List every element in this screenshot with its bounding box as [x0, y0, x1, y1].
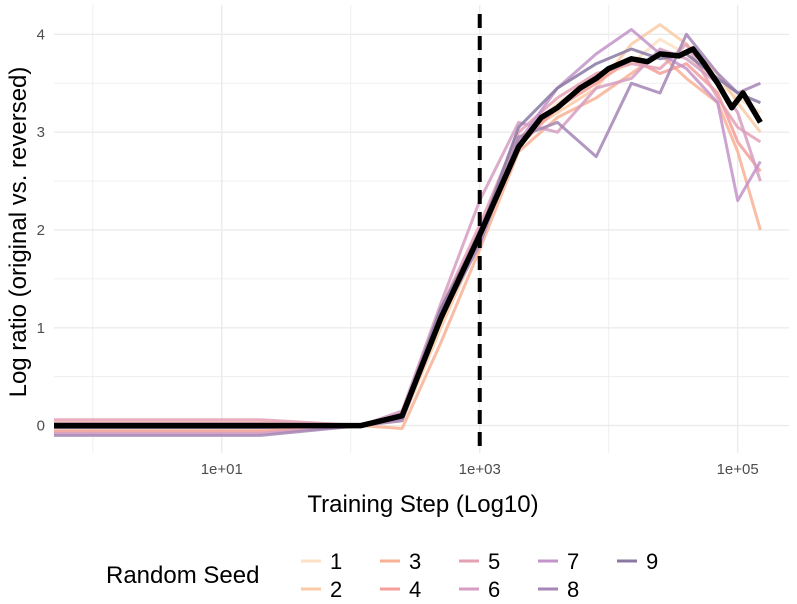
x-axis-title: Training Step (Log10)	[307, 491, 538, 518]
y-tick-label: 0	[37, 418, 45, 435]
mean-line-layer	[54, 46, 763, 429]
y-tick-label: 3	[37, 124, 45, 141]
legend: Random Seed 1 2 3 4 5 6 7 8 9	[106, 549, 658, 602]
x-tick-label: 1e+05	[717, 461, 759, 478]
y-tick-label: 1	[37, 320, 45, 337]
series-line-seed-5	[54, 42, 762, 428]
series-line-seed-2	[54, 23, 762, 431]
legend-label-seed-4: 4	[409, 577, 421, 602]
legend-label-seed-8: 8	[567, 577, 579, 602]
series-line-seed-8	[54, 32, 761, 437]
series-line-seed-4	[54, 57, 762, 433]
legend-label-seed-5: 5	[488, 549, 500, 574]
legend-label-seed-6: 6	[488, 577, 500, 602]
series-line-seed-3	[54, 52, 762, 430]
series-line-seed-1	[54, 37, 762, 428]
legend-label-seed-1: 1	[330, 549, 342, 574]
series-line-seed-7	[54, 28, 762, 428]
y-axis-title: Log ratio (original vs. reversed)	[5, 67, 32, 398]
legend-items: 1 2 3 4 5 6 7 8 9	[301, 549, 658, 602]
legend-label-seed-2: 2	[330, 577, 342, 602]
legend-label-seed-9: 9	[646, 549, 658, 574]
y-tick-labels: 0 1 2 3 4	[37, 26, 45, 434]
x-tick-label: 1e+03	[459, 461, 501, 478]
series-line-seed-6	[54, 47, 762, 435]
y-tick-label: 4	[37, 26, 45, 43]
mean-line	[54, 46, 763, 429]
legend-title: Random Seed	[106, 562, 259, 589]
legend-label-seed-7: 7	[567, 549, 579, 574]
x-tick-labels: 1e+01 1e+03 1e+05	[201, 461, 759, 478]
y-tick-label: 2	[37, 222, 45, 239]
legend-label-seed-3: 3	[409, 549, 421, 574]
grid	[54, 5, 789, 453]
series-line-seed-9	[54, 47, 761, 430]
x-tick-label: 1e+01	[201, 461, 243, 478]
